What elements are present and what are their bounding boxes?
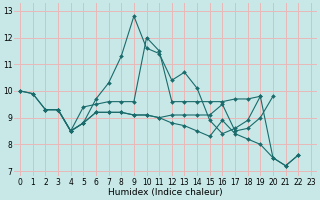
X-axis label: Humidex (Indice chaleur): Humidex (Indice chaleur) [108,188,223,197]
